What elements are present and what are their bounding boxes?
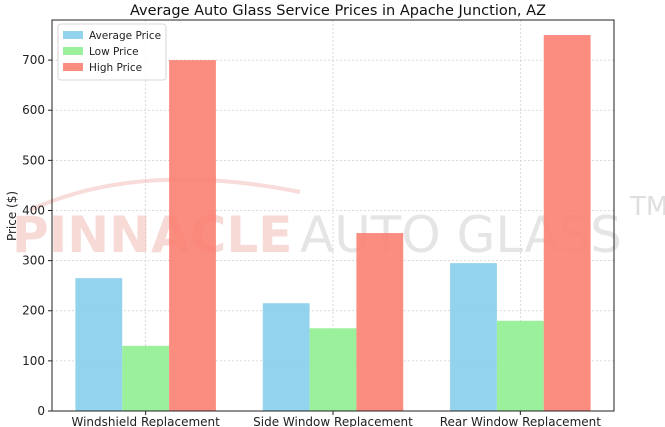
legend-label: Low Price xyxy=(89,46,139,58)
watermark-brand-bold: PINNACLE xyxy=(12,206,292,264)
y-tick-label: 0 xyxy=(37,404,45,418)
watermark-swoosh-icon xyxy=(29,177,301,212)
legend: Average Price Low Price High Price xyxy=(57,23,167,81)
x-tick-label: Side Window Replacement xyxy=(253,415,413,427)
bar-average-price xyxy=(450,263,497,411)
y-tick-label: 300 xyxy=(22,254,45,268)
legend-label: High Price xyxy=(89,62,142,74)
legend-swatch xyxy=(63,47,83,55)
bar-low-price xyxy=(122,345,170,411)
bar-high-price xyxy=(356,233,404,411)
y-tick-label: 200 xyxy=(22,304,45,318)
y-tick-label: 500 xyxy=(22,153,45,167)
bar-high-price xyxy=(169,60,216,411)
legend-swatch xyxy=(63,31,83,39)
bar-low-price xyxy=(309,328,357,411)
legend-box xyxy=(57,23,167,81)
axes: 0 100 200 300 400 500 600 700 Windshield Replace… xyxy=(22,19,615,427)
y-tick-label: 400 xyxy=(22,203,45,217)
bars xyxy=(75,35,591,412)
y-tick-label: 600 xyxy=(22,103,45,117)
x-tick-label: Windshield Replacement xyxy=(71,415,220,427)
watermark-trademark: TM xyxy=(629,192,665,222)
legend-swatch xyxy=(63,63,83,71)
bar-average-price xyxy=(75,278,123,411)
bar-average-price xyxy=(262,303,310,411)
y-tick-label: 100 xyxy=(22,354,45,368)
y-tick-label: 700 xyxy=(22,53,45,67)
x-tick-label: Rear Window Replacement xyxy=(440,415,602,427)
bar-high-price xyxy=(543,35,591,412)
legend-label: Average Price xyxy=(89,30,161,42)
bar-low-price xyxy=(496,320,544,411)
y-axis-label: Price ($) xyxy=(5,191,19,241)
chart-title: Average Auto Glass Service Prices in Apa… xyxy=(130,3,546,19)
